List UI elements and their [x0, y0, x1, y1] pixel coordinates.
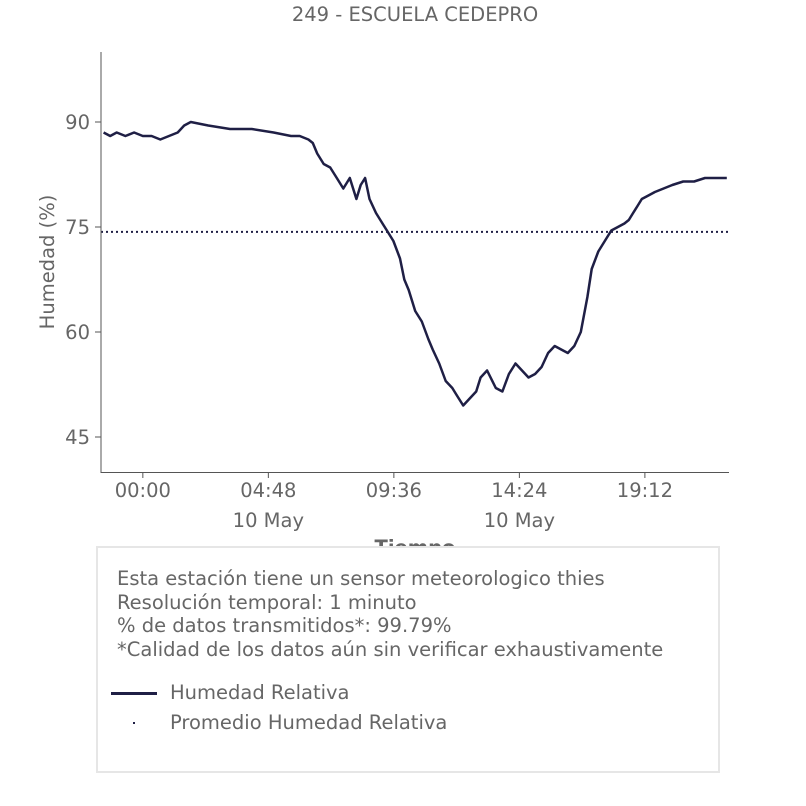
resolution-info-text: Resolución temporal: 1 minuto	[117, 590, 417, 614]
x-tick-date-label: 10 May	[484, 509, 555, 532]
x-tick-label: 04:48	[240, 479, 296, 502]
y-tick-label: 60	[65, 321, 90, 344]
info-lines: Esta estación tiene un sensor meteorolog…	[117, 567, 663, 661]
transmitted-info-text: % de datos transmitidos*: 99.79%	[117, 614, 452, 637]
sensor-info-text: Esta estación tiene un sensor meteorolog…	[117, 567, 605, 590]
legend-label-humidity: Humedad Relativa	[170, 681, 350, 704]
legend-dot-swatch	[111, 722, 157, 724]
x-ticks: 00:00 04:48 10 May 09:36 14:24 10 May 19:12	[115, 472, 673, 532]
legend-solid-line-swatch	[111, 692, 157, 695]
x-tick-label: 09:36	[366, 479, 422, 502]
x-tick-label: 19:12	[617, 479, 673, 502]
y-ticks: 45 60 75 90	[65, 111, 101, 449]
y-tick-label: 90	[65, 111, 90, 134]
legend-item-humidity: Humedad Relativa	[98, 681, 718, 705]
chart-title: 249 - ESCUELA CEDEPRO	[292, 3, 538, 26]
x-tick-date-label: 10 May	[233, 509, 304, 532]
y-axis-label: Humedad (%)	[36, 195, 59, 330]
legend-label-average: Promedio Humedad Relativa	[170, 711, 448, 734]
info-box: Esta estación tiene un sensor meteorolog…	[96, 546, 720, 773]
legend-item-average: Promedio Humedad Relativa	[98, 711, 718, 735]
x-tick-label: 14:24	[491, 479, 547, 502]
y-tick-label: 45	[65, 426, 90, 449]
quality-note-text: *Calidad de los datos aún sin verificar …	[117, 637, 664, 661]
y-tick-label: 75	[65, 216, 90, 239]
x-tick-label: 00:00	[115, 479, 171, 502]
plot-area	[101, 120, 729, 407]
series-line-humidity	[103, 120, 727, 407]
